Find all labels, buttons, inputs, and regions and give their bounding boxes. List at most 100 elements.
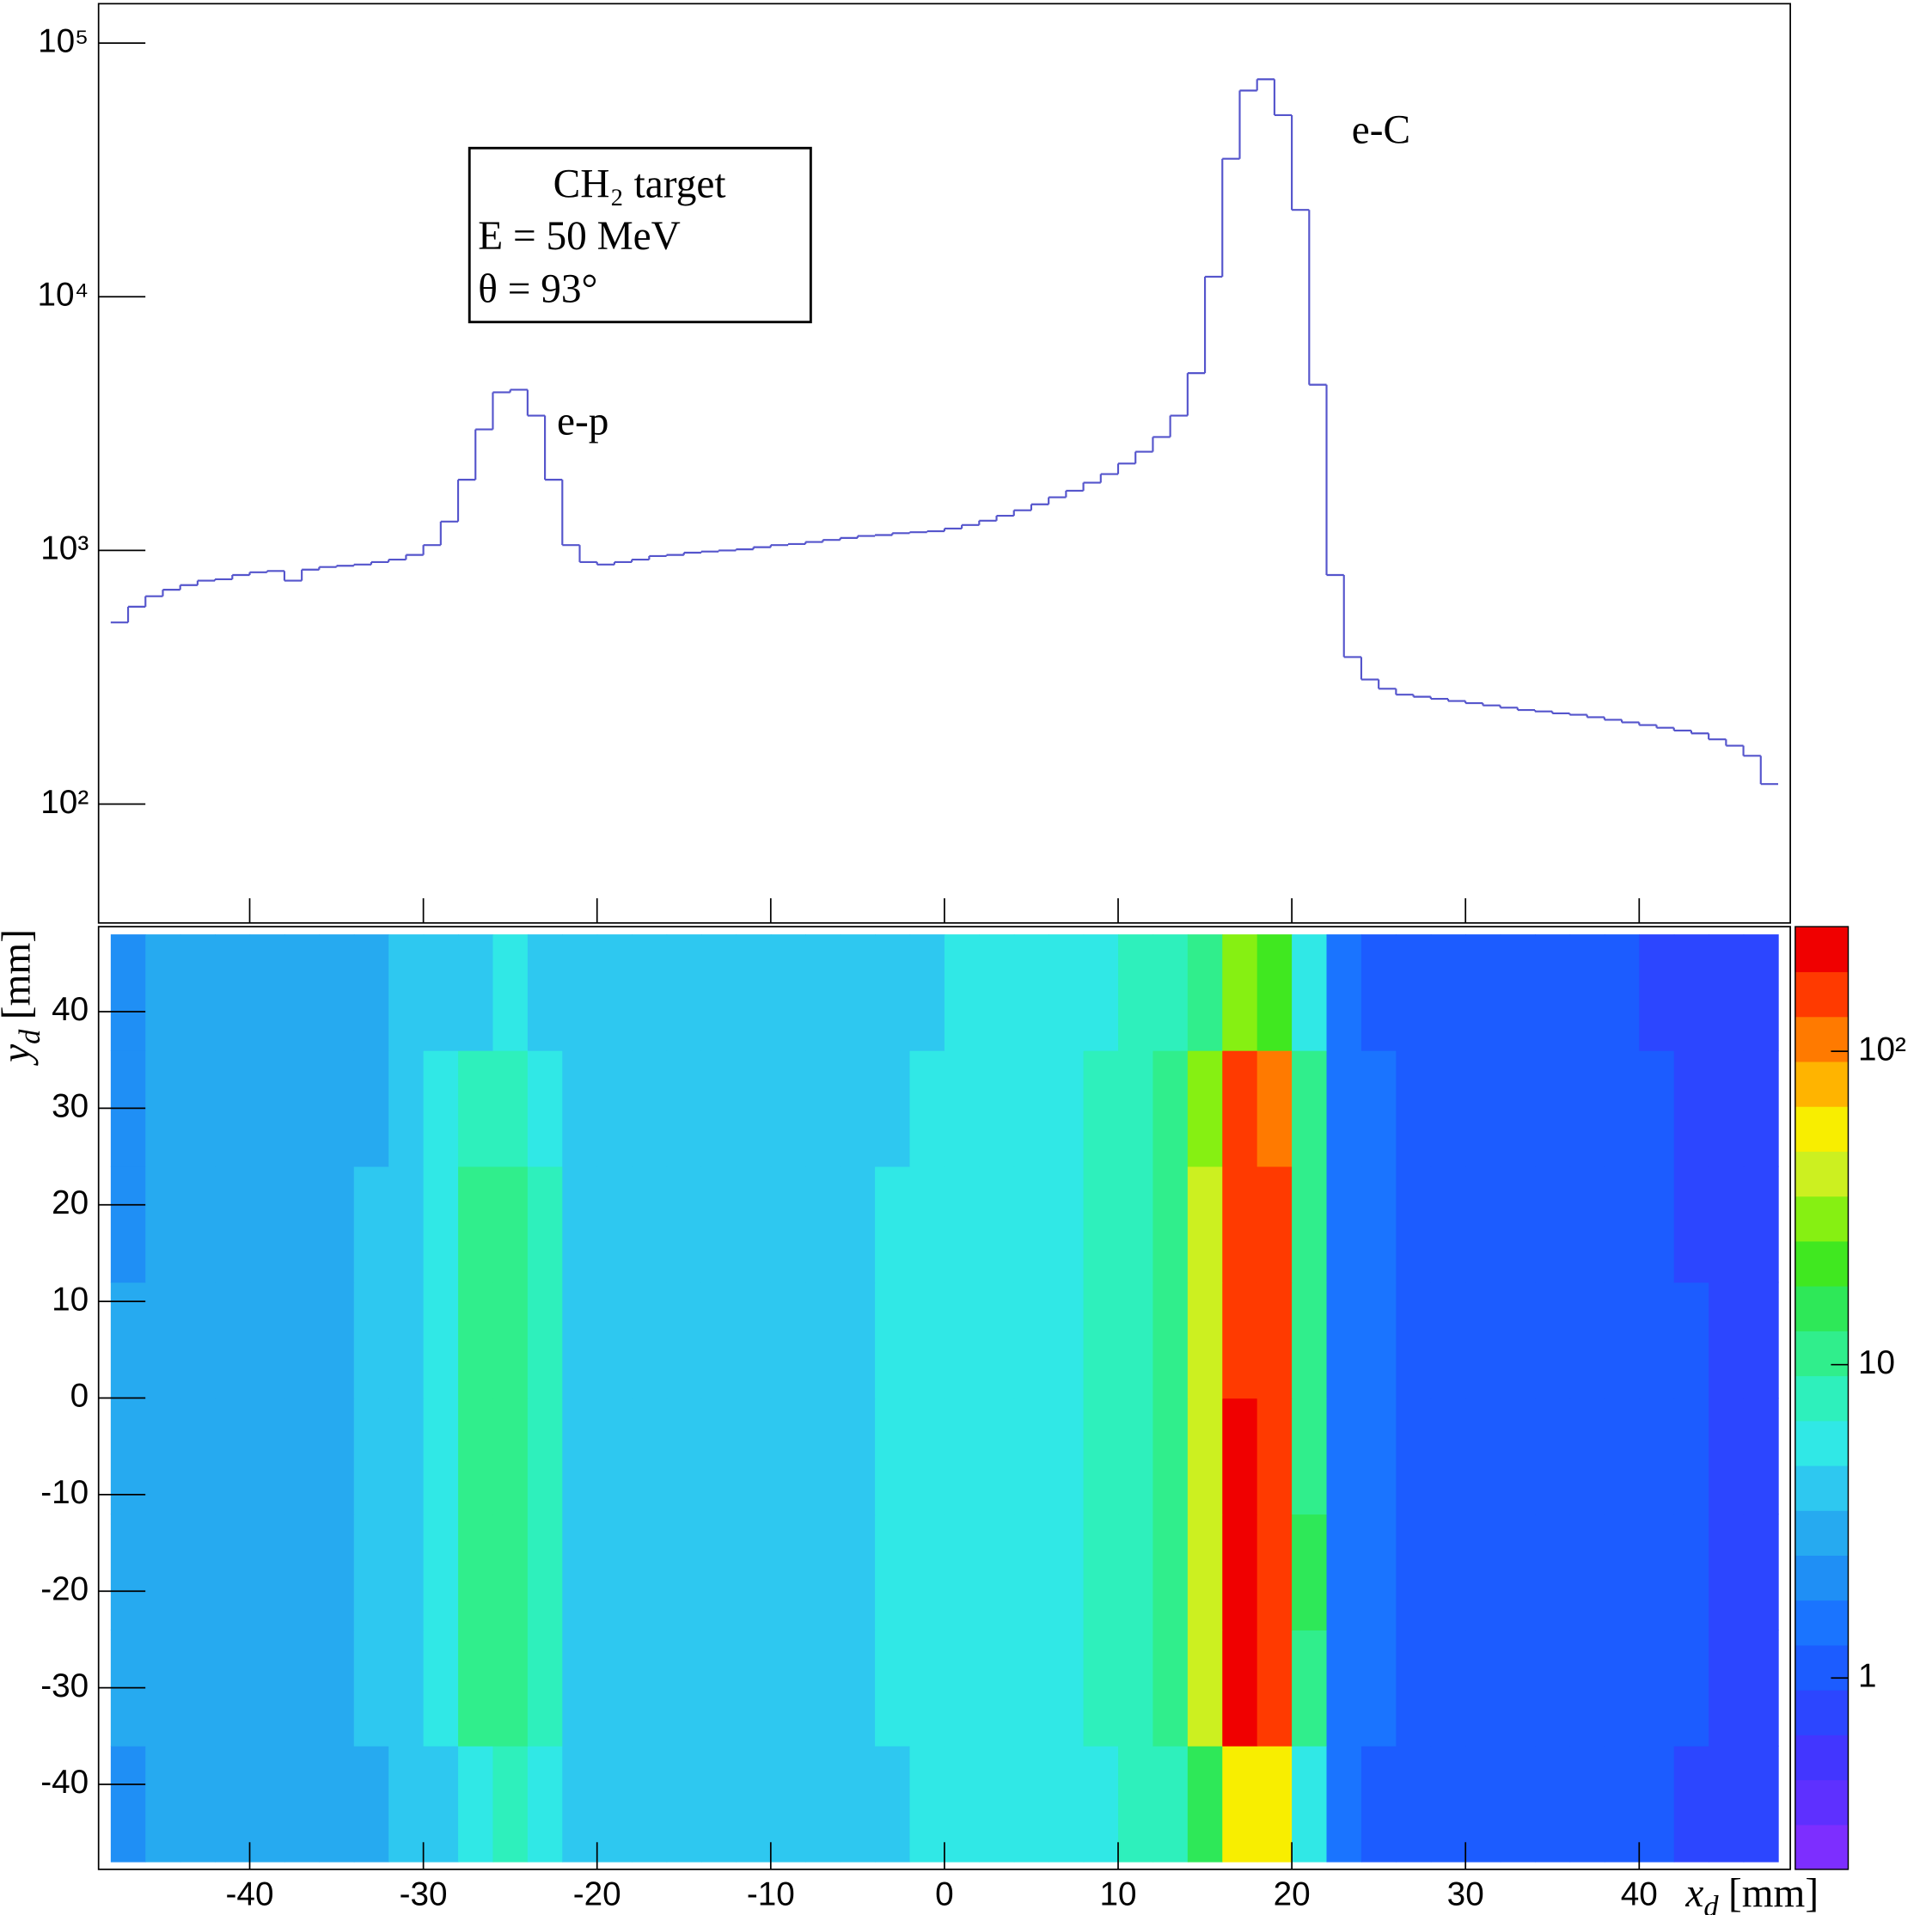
heatmap-cell	[1430, 1166, 1466, 1283]
plot-frame	[97, 3, 1791, 924]
heatmap-cell	[736, 1746, 772, 1863]
heatmap-cell	[805, 1166, 841, 1283]
heatmap-cell	[249, 1398, 285, 1515]
heatmap-cell	[944, 1630, 981, 1747]
heatmap-cell	[979, 934, 1015, 1051]
x-tick-label: -20	[573, 1876, 621, 1913]
heatmap-cell	[770, 1746, 806, 1863]
x-tick-label: 40	[1621, 1876, 1658, 1913]
heatmap-cell	[979, 1746, 1015, 1863]
heatmap-cell	[145, 1630, 181, 1747]
x-tick-label: 20	[1274, 1876, 1311, 1913]
heatmap-cell	[1256, 1166, 1293, 1283]
heatmap-cell	[805, 1630, 841, 1747]
heatmap-cell	[319, 1049, 355, 1167]
heatmap-cell	[1673, 1746, 1709, 1863]
colorbar-band	[1794, 1510, 1849, 1557]
heatmap-cell	[1187, 1746, 1223, 1863]
colorbar-band	[1794, 1331, 1849, 1377]
heatmap-cell	[180, 1514, 216, 1631]
heatmap-cell	[1187, 1398, 1223, 1515]
heatmap-cell	[1083, 1398, 1119, 1515]
heatmap-cell	[1396, 1630, 1432, 1747]
heatmap-cell	[1083, 1746, 1119, 1863]
heatmap-cell	[1430, 1049, 1466, 1167]
heatmap-cell	[458, 1630, 494, 1747]
heatmap-cell	[1743, 1282, 1779, 1399]
heatmap-cell	[1292, 1514, 1328, 1631]
heatmap-cell	[1292, 1282, 1328, 1399]
heatmap-cell	[875, 1630, 911, 1747]
heatmap-cell	[527, 1630, 564, 1747]
heatmap-cell	[1535, 1282, 1571, 1399]
heatmap-cell	[1118, 1282, 1154, 1399]
heatmap-cell	[736, 1514, 772, 1631]
legend-box	[468, 146, 812, 324]
axis-subscript: d	[14, 1029, 46, 1044]
heatmap-cell	[284, 1049, 321, 1167]
heatmap-cell	[1118, 934, 1154, 1051]
heatmap-cell	[805, 1746, 841, 1863]
heatmap-cell	[1465, 1049, 1501, 1167]
heatmap-cell	[840, 1166, 876, 1283]
heatmap-cell	[1049, 1282, 1085, 1399]
heatmap-cell	[840, 1282, 876, 1399]
heatmap-cell	[1639, 1398, 1675, 1515]
heatmap-cell	[249, 1746, 285, 1863]
colorbar-band	[1794, 1016, 1849, 1062]
heatmap-cell	[1500, 1630, 1536, 1747]
heatmap-cell	[492, 1282, 529, 1399]
heatmap-cell	[1673, 1166, 1709, 1283]
heatmap-cell	[700, 1049, 737, 1167]
y-tick-label: 40	[52, 991, 89, 1028]
heatmap-cell	[319, 1166, 355, 1283]
heatmap-cell	[215, 1398, 251, 1515]
heatmap-cell	[1292, 934, 1328, 1051]
heatmap-cell	[1709, 1746, 1745, 1863]
heatmap-cell	[458, 1398, 494, 1515]
heatmap-cell	[909, 1282, 945, 1399]
heatmap-cell	[1049, 1630, 1085, 1747]
heatmap-cell	[1152, 1630, 1189, 1747]
heatmap-cell	[944, 1049, 981, 1167]
heatmap-cell	[632, 1630, 668, 1747]
legend-text: E = 50 MeV	[478, 214, 681, 259]
heatmap-cell	[840, 1630, 876, 1747]
heatmap-cell	[632, 1514, 668, 1631]
heatmap-cell	[215, 1282, 251, 1399]
x-tick-label: -30	[400, 1876, 448, 1913]
heatmap-cell	[1187, 1514, 1223, 1631]
heatmap-cell	[979, 1166, 1015, 1283]
heatmap-cell	[215, 1630, 251, 1747]
heatmap-cell	[944, 1514, 981, 1631]
heatmap-cell	[1256, 1049, 1293, 1167]
axis-symbol: x	[1684, 1871, 1703, 1915]
heatmap-cell	[1604, 934, 1641, 1051]
heatmap-cell	[1013, 934, 1049, 1051]
heatmap-cell	[1049, 1398, 1085, 1515]
colorbar-band	[1794, 1779, 1849, 1826]
heatmap-cell	[1292, 1746, 1328, 1863]
heatmap-cell	[1222, 1049, 1258, 1167]
heatmap-cell	[1604, 1398, 1641, 1515]
heatmap-cell	[215, 1514, 251, 1631]
heatmap-cell	[562, 1398, 598, 1515]
heatmap-cell	[770, 1514, 806, 1631]
heatmap-cell	[458, 1049, 494, 1167]
heatmap-cell	[492, 1514, 529, 1631]
heatmap-cell	[562, 1049, 598, 1167]
heatmap-cell	[1222, 1514, 1258, 1631]
y-tick-label: 10	[52, 1281, 89, 1318]
heatmap-cell	[249, 1166, 285, 1283]
axis-unit: [mm]	[0, 929, 39, 1019]
heatmap-cell	[736, 1282, 772, 1399]
heatmap-cell	[1396, 934, 1432, 1051]
heatmap-cell	[562, 1166, 598, 1283]
heatmap-cell	[249, 1514, 285, 1631]
heatmap-cell	[1709, 934, 1745, 1051]
heatmap-cell	[979, 1049, 1015, 1167]
colorbar-band	[1794, 1555, 1849, 1601]
heatmap-cell	[700, 1166, 737, 1283]
